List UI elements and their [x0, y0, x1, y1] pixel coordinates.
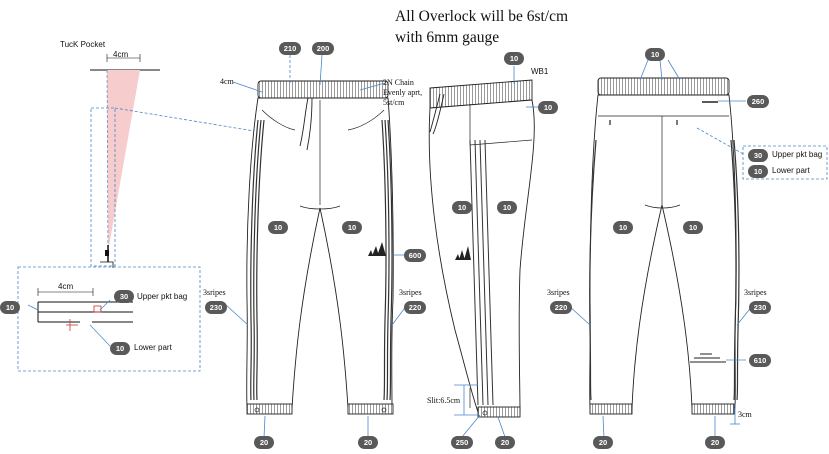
badge-front-200: 200 [312, 41, 334, 55]
back-label-print [690, 353, 726, 363]
tuck-pocket-detail [17, 54, 261, 372]
side-callouts [454, 66, 538, 438]
back-callouts [567, 59, 828, 439]
badge-side-10-top: 10 [504, 51, 524, 65]
badge-back-220: 220 [550, 300, 572, 314]
back-right-stripe-label: 3sripes [744, 288, 767, 297]
overlock-note: All Overlock will be 6st/cm with 6mm gau… [395, 6, 568, 48]
badge-tuck-pocket-10: 10 [0, 300, 20, 314]
side-logo [455, 246, 471, 260]
badge-side-10-wb: 10 [538, 100, 558, 114]
badge-back-20-left: 20 [593, 435, 613, 449]
front-chain-note: 2N Chain Evenly aprt, 5st/cm [383, 78, 422, 108]
badge-back-610: 610 [749, 353, 771, 367]
front-chain-line1: 2N Chain [383, 78, 414, 87]
back-view [589, 77, 740, 415]
front-left-stripe-label: 3sripes [203, 288, 226, 297]
front-leg-outline [246, 97, 394, 409]
badge-back-10-lower: 10 [748, 164, 768, 178]
tuck-pocket-width-top: 4cm [113, 50, 129, 59]
badge-back-230: 230 [749, 300, 771, 314]
badge-side-10-right: 10 [497, 200, 517, 214]
badge-back-10-right: 10 [683, 220, 703, 234]
badge-tuck-pocket-30: 30 [114, 289, 134, 303]
front-logo [368, 242, 386, 256]
badge-back-10-left: 10 [613, 220, 633, 234]
back-left-cuff [589, 403, 633, 415]
front-right-stripe-label: 3sripes [399, 288, 422, 297]
badge-front-10-right: 10 [342, 220, 362, 234]
back-leg-outline [589, 94, 737, 409]
badge-side-20: 20 [495, 435, 515, 449]
overlock-note-line1: All Overlock will be 6st/cm [395, 8, 569, 25]
back-cuff-label: 3cm [738, 410, 752, 419]
tuck-pocket-width-detail: 4cm [58, 282, 74, 291]
back-left-stripe-label: 3sripes [547, 288, 570, 297]
back-lower-part-label: Lower part [772, 166, 810, 175]
tuck-pocket-upper-label: Upper pkt bag [137, 292, 188, 301]
badge-front-20-right: 20 [358, 435, 378, 449]
front-callouts [225, 54, 408, 439]
front-left-cuff [246, 403, 293, 415]
side-cuff [477, 406, 521, 418]
front-chain-line3: 5st/cm [383, 98, 405, 107]
badge-front-230: 230 [205, 300, 227, 314]
overlock-note-line2: with 6mm gauge [395, 29, 500, 46]
badge-front-600: 600 [404, 248, 426, 262]
tuck-pocket-title: TucK Pocket [60, 40, 106, 49]
badge-tuck-pocket-10-lower: 10 [110, 341, 130, 355]
back-right-cuff [691, 403, 735, 415]
badge-side-10-left: 10 [452, 200, 472, 214]
front-chain-line2: Evenly aprt, [383, 88, 423, 97]
front-waist-label: 4cm [220, 77, 234, 86]
back-upper-pkt-label: Upper pkt bag [772, 150, 823, 159]
front-waistband [257, 80, 389, 99]
badge-front-10-left: 10 [268, 220, 288, 234]
badge-back-30: 30 [748, 148, 768, 162]
badge-back-260: 260 [747, 94, 769, 108]
tuck-pocket-shape [107, 70, 140, 252]
side-wb-label: WB1 [531, 67, 549, 76]
badge-front-210: 210 [279, 41, 301, 55]
badge-front-220: 220 [404, 300, 426, 314]
side-slit-label: Slit:6.5cm [427, 396, 461, 405]
side-view [428, 79, 535, 418]
back-waistband [597, 77, 730, 96]
front-right-cuff [347, 403, 394, 415]
badge-back-20-right: 20 [705, 435, 725, 449]
badge-side-250: 250 [451, 435, 473, 449]
badge-front-20-left: 20 [254, 435, 274, 449]
tuck-pocket-lower-label: Lower part [134, 343, 172, 352]
front-view [246, 80, 394, 415]
badge-back-10-top: 10 [645, 47, 665, 61]
